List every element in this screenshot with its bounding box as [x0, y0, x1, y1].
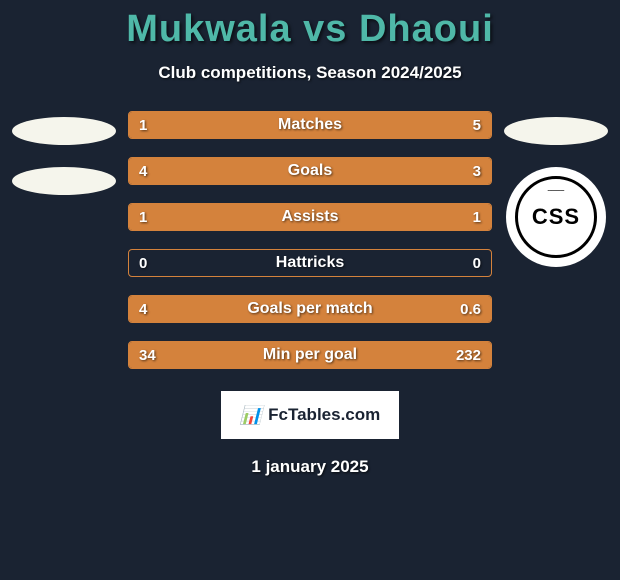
stat-value-right: 0.6 [460, 301, 481, 318]
right-badges-column: ــــــــ CSS [500, 111, 612, 267]
right-team-badge-css: ــــــــ CSS [506, 167, 606, 267]
css-badge-inner: ــــــــ CSS [515, 176, 597, 258]
content-row: 1 5 Matches 4 3 Goals 1 1 Assists 0 0 Hattricks 4 0.6… [0, 111, 620, 369]
stat-label: Min per goal [263, 346, 357, 364]
right-team-badge-1 [504, 117, 608, 145]
page-title: Mukwala vs Dhaoui [0, 8, 620, 51]
page-subtitle: Club competitions, Season 2024/2025 [0, 63, 620, 83]
stat-value-left: 34 [139, 347, 156, 364]
css-badge-text: CSS [532, 204, 580, 230]
stat-value-right: 232 [456, 347, 481, 364]
stat-value-left: 4 [139, 301, 147, 318]
stat-fill-right [335, 158, 491, 184]
stat-label: Matches [278, 116, 342, 134]
stat-label: Assists [282, 208, 339, 226]
comparison-card: Mukwala vs Dhaoui Club competitions, Sea… [0, 0, 620, 477]
stat-bar: 4 3 Goals [128, 157, 492, 185]
css-badge-arc-text: ــــــــ [548, 185, 564, 193]
stats-column: 1 5 Matches 4 3 Goals 1 1 Assists 0 0 Hattricks 4 0.6… [120, 111, 500, 369]
stat-bar: 1 1 Assists [128, 203, 492, 231]
left-team-badge-2 [12, 167, 116, 195]
stat-value-left: 1 [139, 117, 147, 134]
stat-bar: 0 0 Hattricks [128, 249, 492, 277]
stat-value-left: 4 [139, 163, 147, 180]
stat-value-right: 1 [473, 209, 481, 226]
stat-value-right: 3 [473, 163, 481, 180]
stat-bar: 4 0.6 Goals per match [128, 295, 492, 323]
left-team-badge-1 [12, 117, 116, 145]
footer-brand-logo: 📊 FcTables.com [221, 391, 399, 439]
stat-label: Goals per match [247, 300, 372, 318]
footer-date: 1 january 2025 [0, 457, 620, 477]
left-badges-column [8, 111, 120, 195]
stat-value-right: 0 [473, 255, 481, 272]
footer-brand-icon: 📊 [240, 405, 262, 426]
stat-bar: 34 232 Min per goal [128, 341, 492, 369]
stat-value-left: 0 [139, 255, 147, 272]
stat-label: Goals [288, 162, 332, 180]
stat-bar: 1 5 Matches [128, 111, 492, 139]
stat-value-left: 1 [139, 209, 147, 226]
stat-label: Hattricks [276, 254, 344, 272]
stat-value-right: 5 [473, 117, 481, 134]
footer-brand-text: FcTables.com [268, 405, 380, 425]
